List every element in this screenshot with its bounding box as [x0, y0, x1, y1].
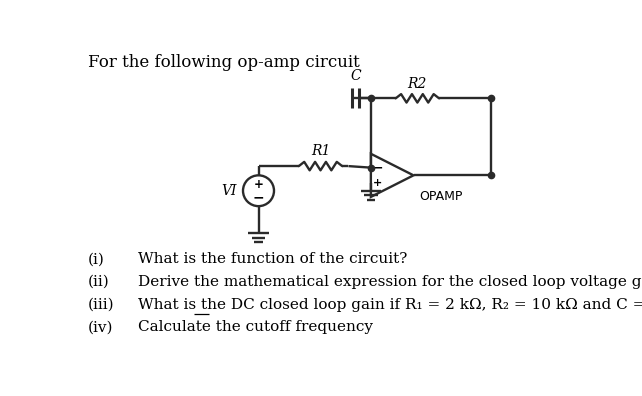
Text: R1: R1 [311, 145, 330, 158]
Text: (i): (i) [88, 252, 105, 267]
Text: −: − [372, 161, 383, 174]
Text: Derive the mathematical expression for the closed loop voltage gain: Derive the mathematical expression for t… [139, 275, 642, 289]
Text: (ii): (ii) [88, 275, 110, 289]
Text: What is the function of the circuit?: What is the function of the circuit? [139, 252, 408, 267]
Text: What is the DC closed loop gain if R₁ = 2 kΩ, R₂ = 10 kΩ and C = 12 nF?: What is the DC closed loop gain if R₁ = … [139, 298, 642, 312]
Text: OPAMP: OPAMP [420, 190, 463, 204]
Text: Calculate the cutoff frequency: Calculate the cutoff frequency [139, 320, 374, 335]
Text: +: + [254, 178, 263, 191]
Text: VI: VI [221, 184, 237, 198]
Text: +: + [373, 178, 383, 188]
Text: R2: R2 [408, 77, 427, 91]
Text: For the following op-amp circuit: For the following op-amp circuit [88, 54, 360, 70]
Text: (iv): (iv) [88, 320, 114, 335]
Text: C: C [350, 69, 361, 83]
Text: (iii): (iii) [88, 298, 115, 312]
Text: −: − [253, 190, 265, 204]
